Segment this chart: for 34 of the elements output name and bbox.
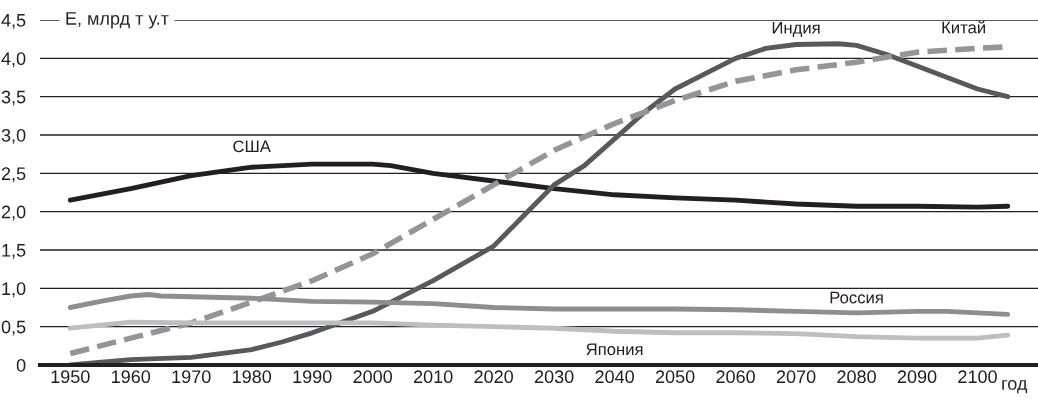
series-label: Индия [772, 22, 820, 37]
x-tick-label: 2000 [353, 370, 393, 384]
y-tick-label: 2,0 [1, 205, 26, 221]
y-tick-label: 1,0 [2, 282, 26, 298]
x-tick-label: 2090 [897, 370, 937, 384]
series-label: Япония [586, 343, 643, 356]
y-tick-label: 4,0 [1, 52, 26, 68]
y-tick-label: 4,5 [1, 14, 26, 29]
y-tick-label: 2,5 [1, 167, 26, 183]
x-axis-title: год [1002, 379, 1028, 394]
x-tick-label: 2030 [534, 370, 574, 384]
x-tick-label: 1950 [51, 370, 90, 384]
line-series [67, 319, 1011, 341]
x-tick-label: 2040 [595, 370, 634, 384]
y-tick-label: 0 [16, 358, 26, 372]
y-tick-label: 1,5 [2, 244, 26, 259]
series-label: Россия [830, 291, 883, 304]
y-tick-label: 3,5 [1, 90, 26, 106]
x-tick-label: 2010 [413, 370, 453, 384]
x-tick-label: 1970 [172, 370, 211, 384]
y-tick-label: 3,0 [1, 128, 26, 144]
x-tick-label: 1990 [293, 370, 332, 384]
x-tick-label: 2100 [958, 370, 997, 384]
x-tick-label: 2050 [655, 370, 695, 384]
x-tick-label: 1980 [232, 370, 272, 384]
y-tick-label: 0,5 [1, 320, 26, 336]
x-tick-label: 2080 [837, 370, 876, 384]
x-tick-label: 2020 [474, 370, 514, 384]
x-tick-label: 2060 [716, 370, 755, 384]
y-axis-title: E, млрд т у.т [66, 12, 169, 29]
series-label: Китай [942, 20, 985, 34]
x-tick-label: 1960 [112, 370, 151, 384]
series-label: США [233, 140, 271, 153]
x-tick-label: 2070 [776, 370, 816, 384]
